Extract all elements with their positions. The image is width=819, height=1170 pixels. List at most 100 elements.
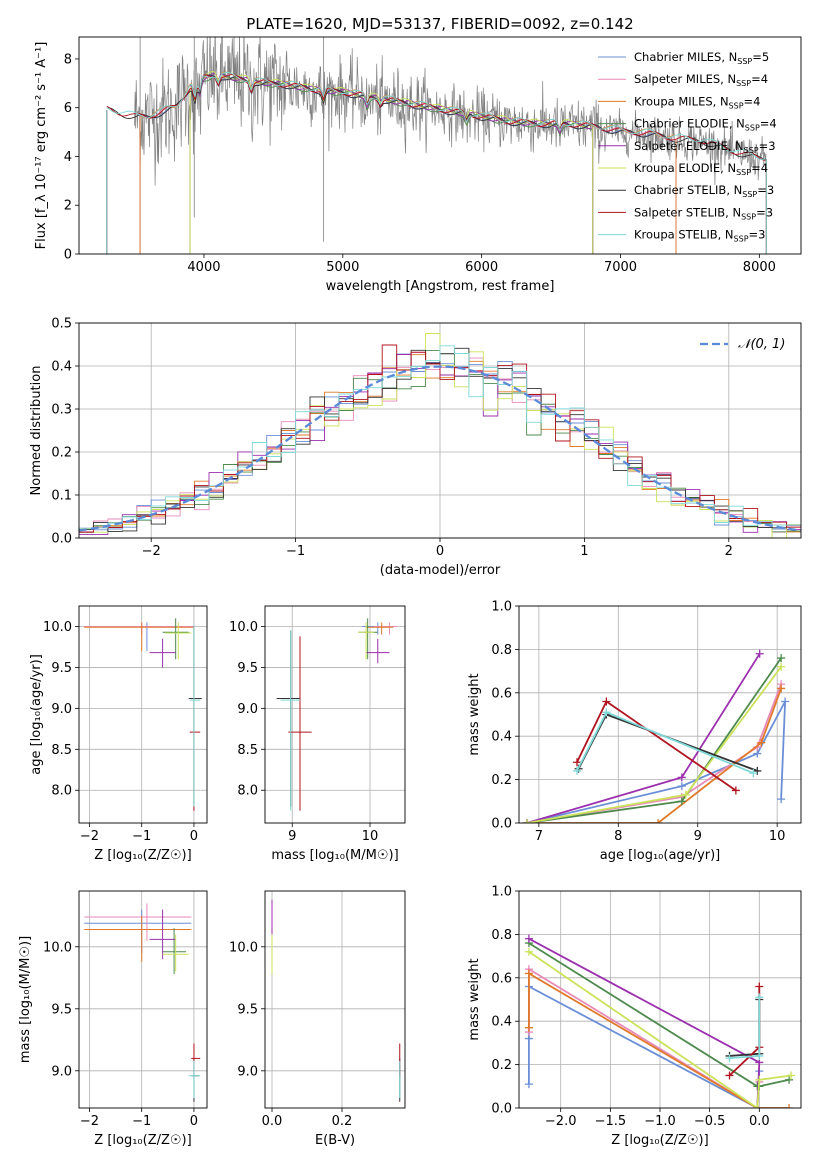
spectrum-data-line	[134, 37, 767, 186]
spectrum-xtick-label: 6000	[465, 260, 498, 275]
spectrum-xtick-label: 4000	[187, 260, 220, 275]
weight_vs_Z-xtick-label: 0.0	[749, 1114, 770, 1129]
spectrum-ytick-label: 2	[64, 199, 72, 214]
weight_vs_age-marker-chabrier_elodie	[777, 654, 786, 663]
age_vs_Z-ytick-label: 8.0	[51, 784, 72, 799]
weight_vs_Z-ytick-label: 0.8	[491, 928, 512, 943]
age_vs_Z-panel: −2 −1 0 8.0 8.5 9.0 9.5 10.0 Z [log₁₀(Z/Z☉)] age …	[29, 605, 208, 863]
residuals-ytick-label: 0.1	[51, 489, 72, 504]
spectrum-plot-area	[106, 37, 767, 254]
residuals-ytick-label: 0.2	[51, 446, 72, 461]
weight_vs_age-ytick-label: 0.2	[491, 773, 512, 788]
weight_vs_age-marker-kroupa_stelib	[572, 766, 581, 775]
mass_vs_Z-xtick-label: −1	[132, 1114, 151, 1129]
weight_vs_age-ytick-label: 0.8	[491, 643, 512, 658]
weight_vs_Z-plot-area	[524, 934, 796, 1108]
weight_vs_age-panel: 7 8 9 10 0.0 0.2 0.4 0.6 0.8 1.0 age [log₁₀(age/yr…	[467, 600, 802, 863]
residuals-xtick-label: −2	[142, 544, 161, 559]
age_vs_mass-ytick-label: 10.0	[229, 620, 258, 635]
weight_vs_Z-marker-kroupa_elodie	[787, 1071, 796, 1080]
weight_vs_Z-marker-kroupa_elodie	[755, 1075, 764, 1084]
weight_vs_age-marker-chabrier_elodie	[677, 797, 686, 806]
age_vs_mass-plot-area	[276, 618, 398, 811]
mass_vs_ebv-xtick-label: 0.0	[262, 1114, 283, 1129]
weight_vs_Z-line-chabrier_stelib	[729, 999, 761, 1057]
age_vs_Z-xtick-label: 0	[190, 829, 198, 844]
residuals-ytick-label: 0.3	[51, 403, 72, 418]
weight_vs_age-xtick-label: 8	[614, 829, 622, 844]
weight_vs_Z-xtick-label: −2.0	[545, 1114, 577, 1129]
weight_vs_Z-marker-kroupa_stelib	[725, 1054, 734, 1063]
weight_vs_age-marker-salpeter_elodie	[755, 649, 764, 658]
age_vs_mass-ytick-label: 9.0	[237, 702, 258, 717]
weight_vs_age-ytick-label: 0.4	[491, 730, 512, 745]
age_vs_Z-xlabel: Z [log₁₀(Z/Z☉)]	[94, 848, 191, 863]
residuals-xlabel: (data-model)/error	[380, 563, 501, 578]
spectrum-legend-entry: Salpeter STELIB, NSSP=3	[634, 205, 773, 221]
mass_vs_Z-frame	[78, 890, 208, 1109]
weight_vs_age-marker-salpeter_stelib	[602, 697, 611, 706]
spectrum-legend-entry: Kroupa MILES, NSSP=4	[634, 94, 760, 110]
weight_vs_age-marker-kroupa_stelib	[749, 769, 758, 778]
spectrum-legend-entry: Chabrier STELIB, NSSP=3	[634, 183, 774, 199]
weight_vs_Z-line-salpeter_miles	[528, 967, 761, 1108]
age_vs_mass-ytick-label: 8.0	[237, 784, 258, 799]
spectrum-panel: 4000 5000 6000 7000 8000 0 2 4 6 8 wavelength [Ang…	[34, 36, 802, 294]
mass_vs_ebv-panel: 0.0 0.2 9.0 9.5 10.0 E(B-V)	[229, 890, 406, 1148]
weight_vs_Z-marker-kroupa_miles	[785, 1104, 794, 1108]
weight_vs_age-ytick-label: 0.6	[491, 686, 512, 701]
residuals-ytick-label: 0.4	[51, 360, 72, 375]
residuals-ytick-label: 0.5	[51, 317, 72, 332]
age_vs_Z-frame	[78, 605, 208, 824]
spectrum-model-salpeter_stelib	[106, 74, 766, 161]
weight_vs_age-marker-kroupa_miles	[757, 738, 766, 747]
weight_vs_Z-line-kroupa_elodie	[528, 951, 792, 1108]
weight_vs_age-marker-chabrier_miles	[777, 795, 786, 804]
age_vs_mass-xlabel: mass [log₁₀(M/M☉)]	[271, 848, 398, 863]
weight_vs_Z-marker-kroupa_elodie	[524, 947, 533, 956]
mass_vs_Z-ytick-label: 9.0	[51, 1064, 72, 1079]
weight_vs_age-line-kroupa_miles	[526, 688, 782, 823]
weight_vs_age-marker-chabrier_miles	[781, 697, 790, 706]
weight_vs_Z-marker-kroupa_elodie	[753, 1104, 762, 1108]
weight_vs_age-marker-kroupa_elodie	[777, 662, 786, 671]
mass_vs_Z-ylabel: mass [log₁₀(M/M☉)]	[18, 936, 33, 1063]
age_vs_Z-ylabel: age [log₁₀(age/yr)]	[29, 654, 44, 775]
weight_vs_Z-ytick-label: 1.0	[491, 885, 512, 900]
weight_vs_age-xtick-label: 7	[535, 829, 543, 844]
age_vs_Z-ytick-label: 10.0	[43, 620, 72, 635]
weight_vs_age-marker-kroupa_stelib	[602, 708, 611, 717]
spectrum-xlabel: wavelength [Angstrom, rest frame]	[326, 279, 555, 294]
weight_vs_age-line-kroupa_elodie	[526, 666, 782, 823]
weight_vs_Z-marker-kroupa_miles	[524, 1023, 533, 1032]
age_vs_mass-panel: 9 10 8.0 8.5 9.0 9.5 10.0 mass [log₁₀(M/M☉)]	[229, 605, 406, 863]
residuals-xtick-label: 0	[436, 544, 444, 559]
age_vs_Z-xtick-label: −1	[132, 829, 151, 844]
weight_vs_age-xlabel: age [log₁₀(age/yr)]	[600, 848, 721, 863]
spectrum-legend-entry: Salpeter ELODIE, NSSP=3	[634, 139, 776, 155]
weight_vs_age-marker-salpeter_stelib	[731, 786, 740, 795]
spectrum-frame	[78, 36, 802, 255]
mass_vs_ebv-ytick-label: 9.0	[237, 1064, 258, 1079]
spectrum-xtick-label: 5000	[326, 260, 359, 275]
weight_vs_age-marker-salpeter_elodie	[677, 773, 686, 782]
age_vs_mass-xtick-label: 10	[362, 829, 379, 844]
age_vs_Z-xtick-label: −2	[80, 829, 99, 844]
weight_vs_Z-xtick-label: −1.5	[595, 1114, 627, 1129]
mass_vs_ebv-ytick-label: 10.0	[229, 940, 258, 955]
spectrum-legend-entry: Chabrier ELODIE, NSSP=4	[634, 117, 777, 133]
weight_vs_Z-xlabel: Z [log₁₀(Z/Z☉)]	[611, 1133, 708, 1148]
residuals-hist-salpeter_stelib	[79, 344, 801, 538]
residuals-xtick-label: 1	[580, 544, 588, 559]
mass_vs_Z-xtick-label: −2	[80, 1114, 99, 1129]
mass_vs_Z-ytick-label: 10.0	[43, 940, 72, 955]
age_vs_mass-xtick-label: 9	[288, 829, 296, 844]
weight_vs_age-ylabel: mass weight	[467, 673, 482, 755]
weight_vs_Z-panel: −2.0 −1.5 −1.0 −0.5 0.0 0.0 0.2 0.4 0.6 0.8 1.0 Z […	[467, 885, 802, 1148]
residuals-gaussian-curve	[79, 365, 801, 532]
weight_vs_age-line-chabrier_stelib	[577, 713, 758, 772]
mass_vs_Z-panel: −2 −1 0 9.0 9.5 10.0 Z [log₁₀(Z/Z☉)] mass [log₁…	[18, 890, 208, 1148]
spectrum-legend-entry: Kroupa STELIB, NSSP=3	[634, 228, 765, 244]
residuals-plot-area	[79, 333, 801, 538]
